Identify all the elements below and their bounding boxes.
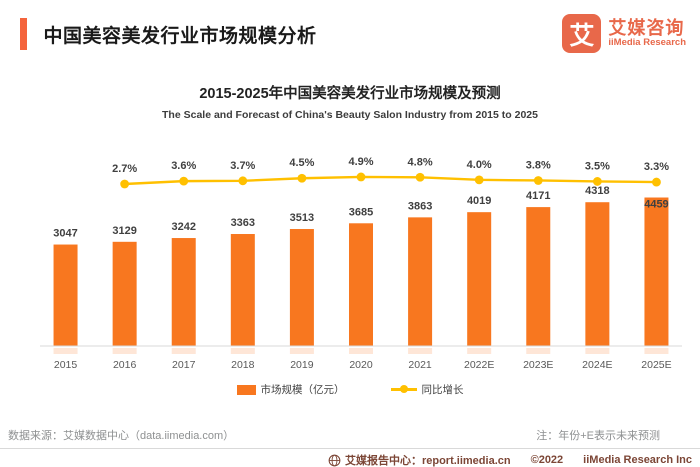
chart-legend: 市场规模（亿元） 同比增长 [0,382,700,397]
bar-2017 [171,238,196,346]
iimedia-logo: 艾 艾媒咨询 iiMedia Research [562,14,686,53]
percent-label: 4.0% [467,159,492,171]
bar-value-label: 4171 [526,190,550,202]
bar-value-label: 4318 [585,185,609,197]
report-center-group: 艾媒报告中心：report.iimedia.cn [328,452,511,467]
bar-reflection [408,348,433,354]
copyright-text: ©2022 [530,454,564,466]
report-center-text: 艾媒报告中心：report.iimedia.cn [344,455,511,467]
line-point [592,177,602,186]
x-axis-label: 2017 [172,359,196,371]
bar-value-label: 3685 [349,206,373,218]
x-axis-label: 2025E [641,359,671,371]
x-axis-label: 2020 [349,359,373,371]
percent-label: 3.3% [644,161,669,173]
bar-value-label: 3129 [112,225,136,237]
line-point [533,176,543,185]
percent-label: 3.6% [171,160,196,172]
x-axis-label: 2015 [54,359,78,371]
x-axis-label: 2019 [290,359,314,371]
brand-name-cn: 艾媒咨询 [608,18,685,39]
footer-divider [0,448,700,449]
bar-2023E [526,207,551,346]
bar-2020 [349,223,373,346]
bar-series-swatch [236,384,256,395]
bar-reflection [289,348,314,354]
bar-reflection [53,348,78,354]
legend-label-market-scale: 市场规模（亿元） [260,384,345,396]
title-accent-bar [20,18,27,50]
bar-2021 [408,217,433,346]
company-text: iiMedia Research Inc [583,454,692,466]
bar-2015 [53,244,78,346]
x-axis-label: 2024E [582,359,612,371]
percent-label: 4.8% [408,156,433,168]
footer-bar: 艾媒报告中心：report.iimedia.cn ©2022 iiMedia R… [0,449,700,467]
bar-value-label: 4459 [644,199,668,211]
brand-name-en: iiMedia Research [608,36,686,48]
bar-value-label: 3242 [171,221,195,233]
line-point [415,172,425,182]
growth-line [124,175,657,186]
percent-label: 4.9% [348,156,373,168]
bar-2019 [289,229,314,346]
bar-reflection [171,348,196,354]
percent-label: 2.7% [112,163,137,175]
forecast-note-text: 注：年份+E表示未来预测 [536,430,660,442]
chart-title-block: 2015-2025年中国美容美发行业市场规模及预测 The Scale and … [0,82,700,121]
bar-reflection [349,348,373,354]
chart-subtitle: The Scale and Forecast of China's Beauty… [162,109,538,121]
bar-reflection [526,348,551,354]
x-axis-label: 2016 [113,359,137,371]
bar-value-label: 3363 [231,217,255,229]
globe-icon [328,454,341,466]
bar-reflection [644,348,669,354]
bar-value-label: 3047 [53,228,77,240]
line-point [474,175,484,185]
bar-reflection [467,348,492,354]
bar-2022E [467,212,492,346]
x-axis-label: 2023E [523,359,553,371]
percent-label: 3.7% [230,160,255,172]
bar-2024E [585,202,610,346]
chart-title: 2015-2025年中国美容美发行业市场规模及预测 [199,86,501,102]
chart-area: 3047 2015 3129 2016 3242 2017 3363 2018 3513 2019… [36,135,686,380]
line-point [120,179,130,189]
x-axis-label: 2018 [231,359,255,371]
legend-item-growth: 同比增长 [390,382,464,397]
page-title: 中国美容美发行业市场规模分析 [43,25,317,47]
line-point [179,176,189,186]
percent-label: 3.8% [526,159,551,171]
bar-reflection [112,348,137,354]
chart-canvas: 3047 2015 3129 2016 3242 2017 3363 2018 3513 2019… [40,156,682,371]
line-point [652,177,661,187]
percent-label: 4.5% [289,157,314,169]
bar-2018 [230,234,255,346]
x-axis-label: 2021 [408,359,432,371]
data-source-text: 数据来源：艾媒数据中心（data.iimedia.com） [8,430,235,442]
bar-2025E [644,197,669,346]
line-series-swatch [390,385,417,394]
line-point [238,176,248,186]
bar-value-label: 3863 [408,200,432,212]
report-header: 中国美容美发行业市场规模分析 艾 艾媒咨询 iiMedia Research [0,0,700,58]
footer-meta-row: 数据来源：艾媒数据中心（data.iimedia.com） 注：年份+E表示未来… [0,427,700,443]
iimedia-logo-icon: 艾 [562,14,602,53]
line-point [356,172,366,182]
bar-2016 [112,241,137,346]
bar-value-label: 3513 [290,212,314,224]
x-axis-label: 2022E [464,359,494,371]
legend-item-market-scale: 市场规模（亿元） [236,382,345,397]
legend-label-growth: 同比增长 [421,384,464,396]
bar-reflection [230,348,255,354]
percent-label: 3.5% [585,160,610,172]
line-point [297,173,307,183]
bar-reflection [585,348,610,354]
bar-value-label: 4019 [467,195,491,207]
